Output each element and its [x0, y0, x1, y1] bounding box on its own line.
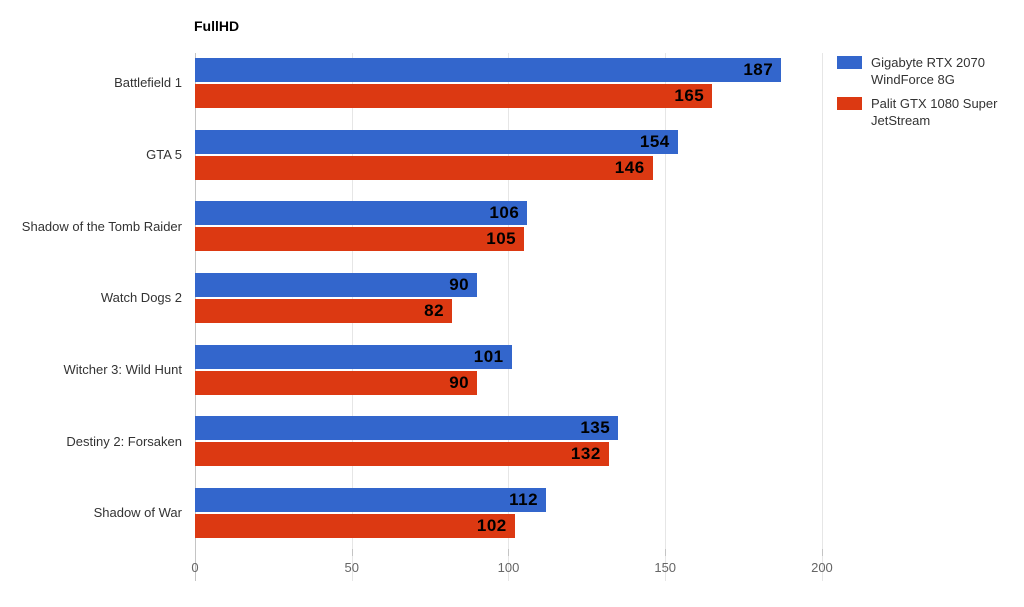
chart-title: FullHD — [194, 18, 240, 34]
x-tick-label-50: 50 — [344, 559, 359, 575]
bar-value-label: 82 — [424, 300, 445, 320]
bar-value-label: 146 — [614, 157, 645, 177]
bar-series-1: 90 — [195, 370, 478, 395]
bar-series-0: 135 — [195, 416, 619, 441]
bar-value-label: 154 — [639, 131, 670, 151]
bar-value-label: 187 — [743, 59, 774, 79]
legend-item-1: Palit GTX 1080 Super JetStream — [837, 95, 1023, 129]
legend-swatch-icon — [837, 97, 862, 110]
bar-rows: 187 165 154 146 106 105 90 82 101 90 135 132 112 102 — [195, 47, 837, 549]
category-label: Shadow of War — [93, 505, 182, 521]
bar-value-label: 105 — [486, 229, 517, 249]
legend: Gigabyte RTX 2070 WindForce 8G Palit GTX … — [837, 47, 1023, 581]
legend-label: Gigabyte RTX 2070 WindForce 8G — [871, 55, 985, 87]
bar-series-0: 106 — [195, 201, 528, 226]
category-label: Witcher 3: Wild Hunt — [63, 362, 182, 378]
category-label: Shadow of the Tomb Raider — [21, 218, 182, 234]
x-tick-label-100: 100 — [497, 559, 520, 575]
bar-value-label: 90 — [449, 372, 470, 392]
bar-series-1: 105 — [195, 227, 525, 252]
category-label: Destiny 2: Forsaken — [66, 433, 182, 449]
bar-value-label: 101 — [473, 346, 504, 366]
bar-group: 154 146 — [195, 119, 837, 191]
category-label: Watch Dogs 2 — [100, 290, 182, 306]
bar-group: 112 102 — [195, 477, 837, 549]
bar-series-0: 101 — [195, 344, 512, 369]
gridline-200 — [821, 53, 823, 581]
x-tick-mark-0 — [195, 548, 196, 556]
bar-group: 101 90 — [195, 334, 837, 406]
category-labels-column: Battlefield 1 GTA 5 Shadow of the Tomb Rai… — [0, 47, 195, 581]
bar-group: 106 105 — [195, 190, 837, 262]
bar-series-0: 112 — [195, 487, 547, 512]
x-tick-label-150: 150 — [654, 559, 677, 575]
plot-area: 187 165 154 146 106 105 90 82 101 90 135 132 112 102 … — [191, 47, 837, 581]
bar-value-label: 165 — [674, 85, 705, 105]
bar-value-label: 90 — [449, 274, 470, 294]
legend-item-0: Gigabyte RTX 2070 WindForce 8G — [837, 54, 1023, 88]
gridline-150 — [665, 53, 667, 581]
legend-label: Palit GTX 1080 Super JetStream — [871, 96, 998, 128]
category-label: Battlefield 1 — [114, 75, 182, 91]
x-axis: 0 50 100 150 200 — [191, 548, 837, 581]
bar-series-0: 187 — [195, 57, 782, 82]
x-tick-mark-100 — [508, 548, 510, 556]
x-tick-mark-150 — [665, 548, 667, 556]
x-tick-mark-50 — [351, 548, 353, 556]
bar-series-0: 90 — [195, 272, 478, 297]
bar-series-1: 132 — [195, 442, 609, 467]
bar-series-1: 146 — [195, 155, 653, 180]
bar-value-label: 106 — [489, 203, 520, 223]
bar-value-label: 102 — [476, 515, 507, 535]
bar-series-1: 102 — [195, 513, 515, 538]
gridline-100 — [508, 53, 510, 581]
bar-series-0: 154 — [195, 129, 678, 154]
category-label: GTA 5 — [146, 147, 182, 163]
bar-group: 135 132 — [195, 405, 837, 477]
legend-swatch-icon — [837, 56, 862, 69]
bar-value-label: 132 — [570, 444, 601, 464]
x-tick-label-0: 0 — [191, 559, 199, 575]
bar-series-1: 165 — [195, 83, 713, 108]
x-tick-mark-200 — [821, 548, 823, 556]
bar-group: 90 82 — [195, 262, 837, 334]
chart-body: Battlefield 1 GTA 5 Shadow of the Tomb Rai… — [0, 47, 1023, 581]
bar-value-label: 135 — [580, 418, 611, 438]
bar-value-label: 112 — [509, 489, 539, 509]
bar-group: 187 165 — [195, 47, 837, 119]
bar-series-1: 82 — [195, 298, 453, 323]
x-tick-label-200: 200 — [811, 559, 833, 575]
